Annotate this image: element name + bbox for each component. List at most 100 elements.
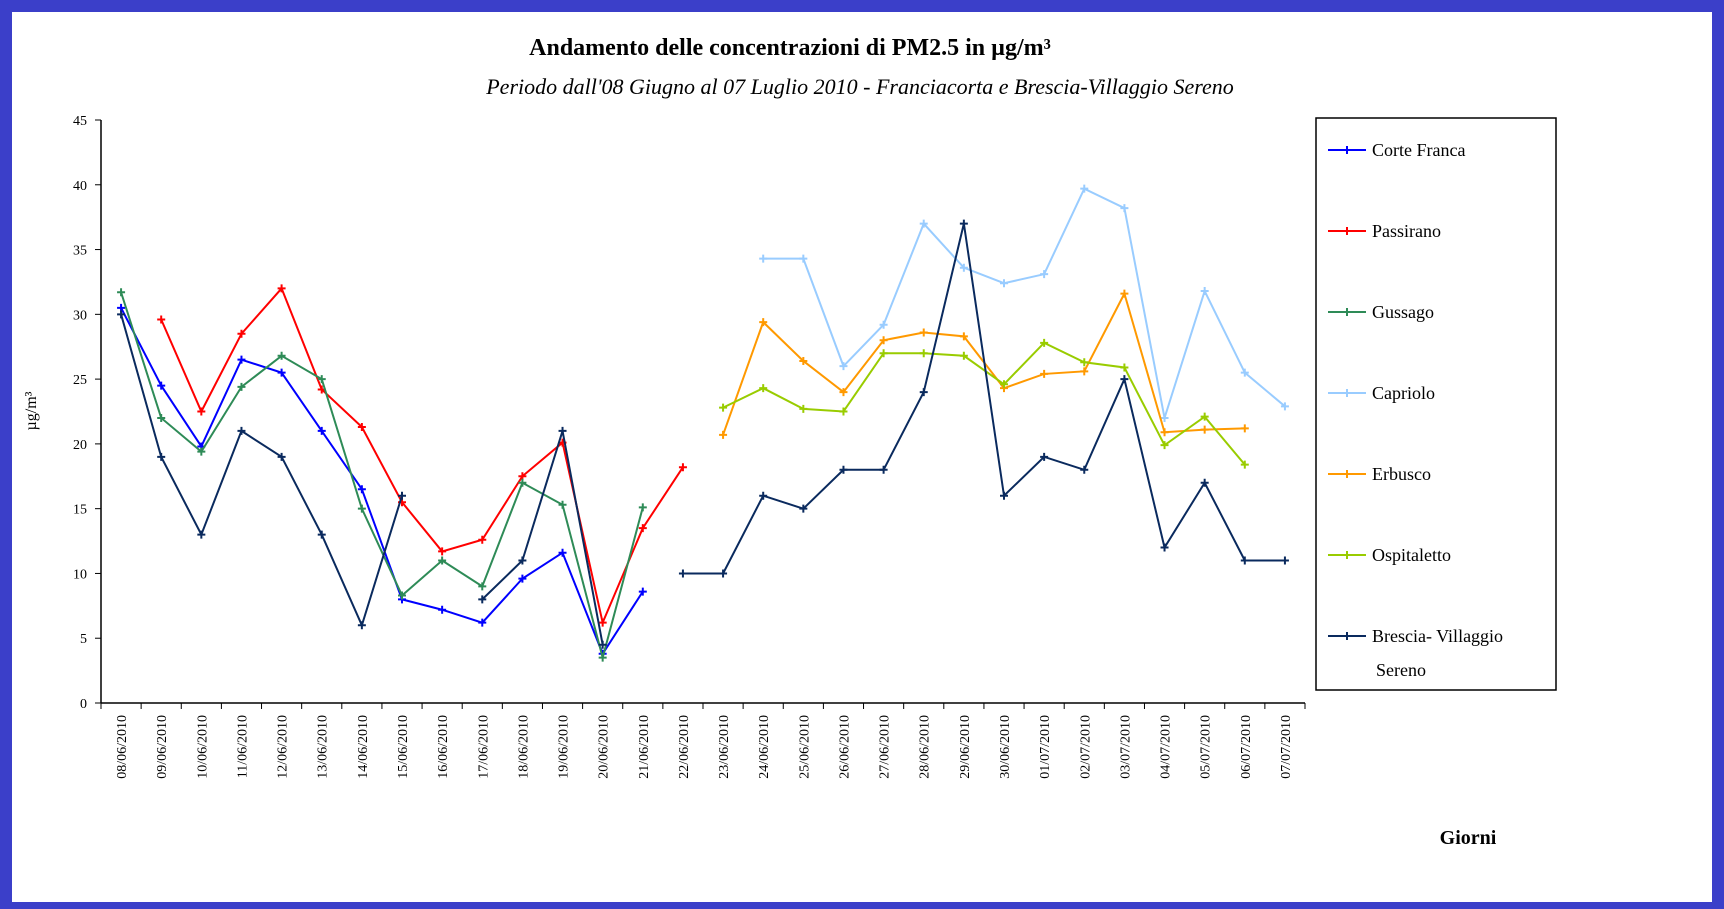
y-tick-label: 20 bbox=[73, 438, 87, 453]
x-tick-label: 25/06/2010 bbox=[797, 715, 812, 779]
marker bbox=[398, 591, 406, 600]
legend-marker bbox=[1343, 551, 1351, 559]
marker bbox=[959, 332, 968, 341]
marker bbox=[759, 318, 768, 327]
y-tick-label: 35 bbox=[73, 244, 87, 259]
y-tick-label: 25 bbox=[73, 373, 87, 388]
y-tick-label: 10 bbox=[73, 567, 87, 582]
marker bbox=[157, 315, 166, 324]
marker bbox=[839, 388, 848, 397]
marker bbox=[357, 485, 366, 494]
legend-marker bbox=[1343, 632, 1351, 640]
chart-title: Andamento delle concentrazioni di PM2.5 … bbox=[529, 35, 1051, 61]
legend-label: Brescia- Villaggio Sereno bbox=[1372, 626, 1503, 680]
x-tick-label: 17/06/2010 bbox=[476, 715, 491, 779]
legend-label: Gussago bbox=[1372, 302, 1434, 322]
x-tick-label: 06/07/2010 bbox=[1239, 715, 1254, 779]
x-tick-label: 26/06/2010 bbox=[837, 715, 852, 779]
marker bbox=[277, 452, 286, 461]
marker bbox=[1160, 428, 1169, 437]
marker bbox=[598, 640, 607, 649]
series-line bbox=[120, 292, 644, 662]
x-tick-label: 12/06/2010 bbox=[276, 715, 291, 779]
x-tick-label: 24/06/2010 bbox=[757, 715, 772, 779]
marker bbox=[438, 547, 447, 556]
marker bbox=[357, 621, 366, 630]
marker bbox=[1160, 413, 1169, 422]
x-tick-label: 27/06/2010 bbox=[878, 715, 893, 779]
y-tick-label: 15 bbox=[73, 503, 87, 518]
marker bbox=[839, 362, 848, 371]
marker bbox=[438, 605, 447, 614]
marker bbox=[558, 548, 567, 557]
marker bbox=[1280, 556, 1289, 565]
marker bbox=[919, 219, 928, 228]
marker bbox=[398, 491, 406, 500]
marker bbox=[117, 288, 126, 297]
x-tick-label: 20/06/2010 bbox=[597, 715, 612, 779]
y-axis-label: µg/m³ bbox=[23, 391, 40, 430]
marker bbox=[197, 447, 206, 456]
marker bbox=[1120, 363, 1129, 372]
marker bbox=[759, 491, 768, 500]
marker bbox=[478, 535, 487, 544]
series-line bbox=[120, 307, 644, 656]
x-axis-label: Giorni bbox=[1440, 827, 1497, 849]
x-tick-label: 10/06/2010 bbox=[195, 715, 210, 779]
x-tick-label: 05/07/2010 bbox=[1199, 715, 1214, 779]
legend-marker bbox=[1343, 470, 1351, 478]
marker bbox=[558, 426, 567, 435]
marker bbox=[919, 388, 928, 397]
marker bbox=[117, 310, 126, 319]
marker bbox=[1280, 402, 1289, 411]
x-tick-label: 30/06/2010 bbox=[998, 715, 1013, 779]
marker bbox=[237, 382, 246, 391]
marker bbox=[879, 320, 888, 329]
x-tick-label: 04/07/2010 bbox=[1159, 715, 1174, 779]
marker bbox=[518, 574, 527, 583]
marker bbox=[478, 582, 487, 591]
marker bbox=[919, 349, 928, 358]
marker bbox=[317, 375, 326, 384]
x-tick-label: 28/06/2010 bbox=[918, 715, 933, 779]
marker bbox=[1160, 441, 1169, 450]
marker bbox=[799, 504, 808, 513]
marker bbox=[1120, 289, 1129, 298]
marker bbox=[759, 254, 768, 263]
marker bbox=[1000, 491, 1008, 500]
marker bbox=[839, 465, 848, 474]
marker bbox=[1240, 368, 1249, 377]
marker bbox=[438, 556, 447, 565]
marker bbox=[799, 356, 808, 365]
y-tick-label: 0 bbox=[80, 697, 87, 712]
marker bbox=[839, 407, 848, 416]
marker bbox=[638, 503, 647, 512]
marker bbox=[1240, 556, 1249, 565]
marker bbox=[1080, 465, 1089, 474]
y-tick-label: 40 bbox=[73, 179, 87, 194]
chart-subtitle: Periodo dall'08 Giugno al 07 Luglio 2010… bbox=[485, 74, 1234, 99]
marker bbox=[959, 263, 968, 272]
x-tick-label: 23/06/2010 bbox=[717, 715, 732, 779]
marker bbox=[638, 587, 647, 596]
x-tick-label: 15/06/2010 bbox=[396, 715, 411, 779]
marker bbox=[879, 465, 888, 474]
marker bbox=[197, 530, 206, 539]
marker bbox=[1080, 367, 1089, 376]
marker bbox=[357, 423, 366, 432]
marker bbox=[237, 355, 246, 364]
marker bbox=[1080, 358, 1089, 367]
marker bbox=[558, 500, 567, 509]
marker bbox=[1080, 184, 1089, 193]
x-tick-label: 08/06/2010 bbox=[115, 715, 130, 779]
marker bbox=[1040, 452, 1049, 461]
marker bbox=[919, 328, 928, 337]
x-tick-label: 18/06/2010 bbox=[516, 715, 531, 779]
marker bbox=[1000, 380, 1008, 389]
y-tick-label: 45 bbox=[73, 114, 87, 129]
marker bbox=[317, 426, 326, 435]
marker bbox=[277, 284, 286, 293]
series-line bbox=[763, 187, 1286, 419]
marker bbox=[237, 426, 246, 435]
x-tick-label: 09/06/2010 bbox=[155, 715, 170, 779]
